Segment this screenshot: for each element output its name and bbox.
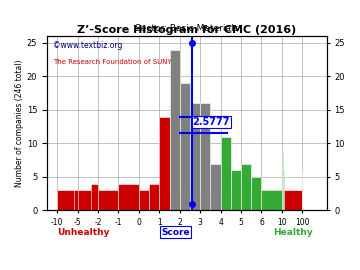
Bar bbox=[149, 184, 159, 210]
Text: Unhealthy: Unhealthy bbox=[57, 228, 110, 237]
Text: Healthy: Healthy bbox=[273, 228, 313, 237]
Text: 2.5777: 2.5777 bbox=[193, 117, 230, 127]
Bar bbox=[221, 137, 231, 210]
Bar bbox=[241, 164, 251, 210]
Bar bbox=[251, 177, 261, 210]
Text: Score: Score bbox=[161, 228, 190, 237]
Bar bbox=[282, 150, 283, 210]
Bar bbox=[57, 190, 302, 210]
Bar bbox=[190, 103, 200, 210]
Bar bbox=[98, 190, 118, 210]
Bar bbox=[118, 184, 139, 210]
Bar bbox=[91, 184, 98, 210]
Text: Sector: Basic Materials: Sector: Basic Materials bbox=[135, 24, 239, 33]
Bar bbox=[231, 170, 241, 210]
Bar bbox=[261, 190, 282, 210]
Bar bbox=[180, 83, 190, 210]
Bar bbox=[200, 103, 211, 210]
Bar bbox=[283, 170, 284, 210]
Bar bbox=[139, 190, 149, 210]
Text: The Research Foundation of SUNY: The Research Foundation of SUNY bbox=[53, 59, 171, 65]
Bar bbox=[170, 50, 180, 210]
Bar bbox=[73, 190, 78, 210]
Text: ©www.textbiz.org: ©www.textbiz.org bbox=[53, 42, 122, 50]
Bar bbox=[159, 117, 170, 210]
Title: Z’-Score Histogram for CMC (2016): Z’-Score Histogram for CMC (2016) bbox=[77, 25, 297, 35]
Y-axis label: Number of companies (246 total): Number of companies (246 total) bbox=[15, 60, 24, 187]
Bar bbox=[211, 164, 221, 210]
